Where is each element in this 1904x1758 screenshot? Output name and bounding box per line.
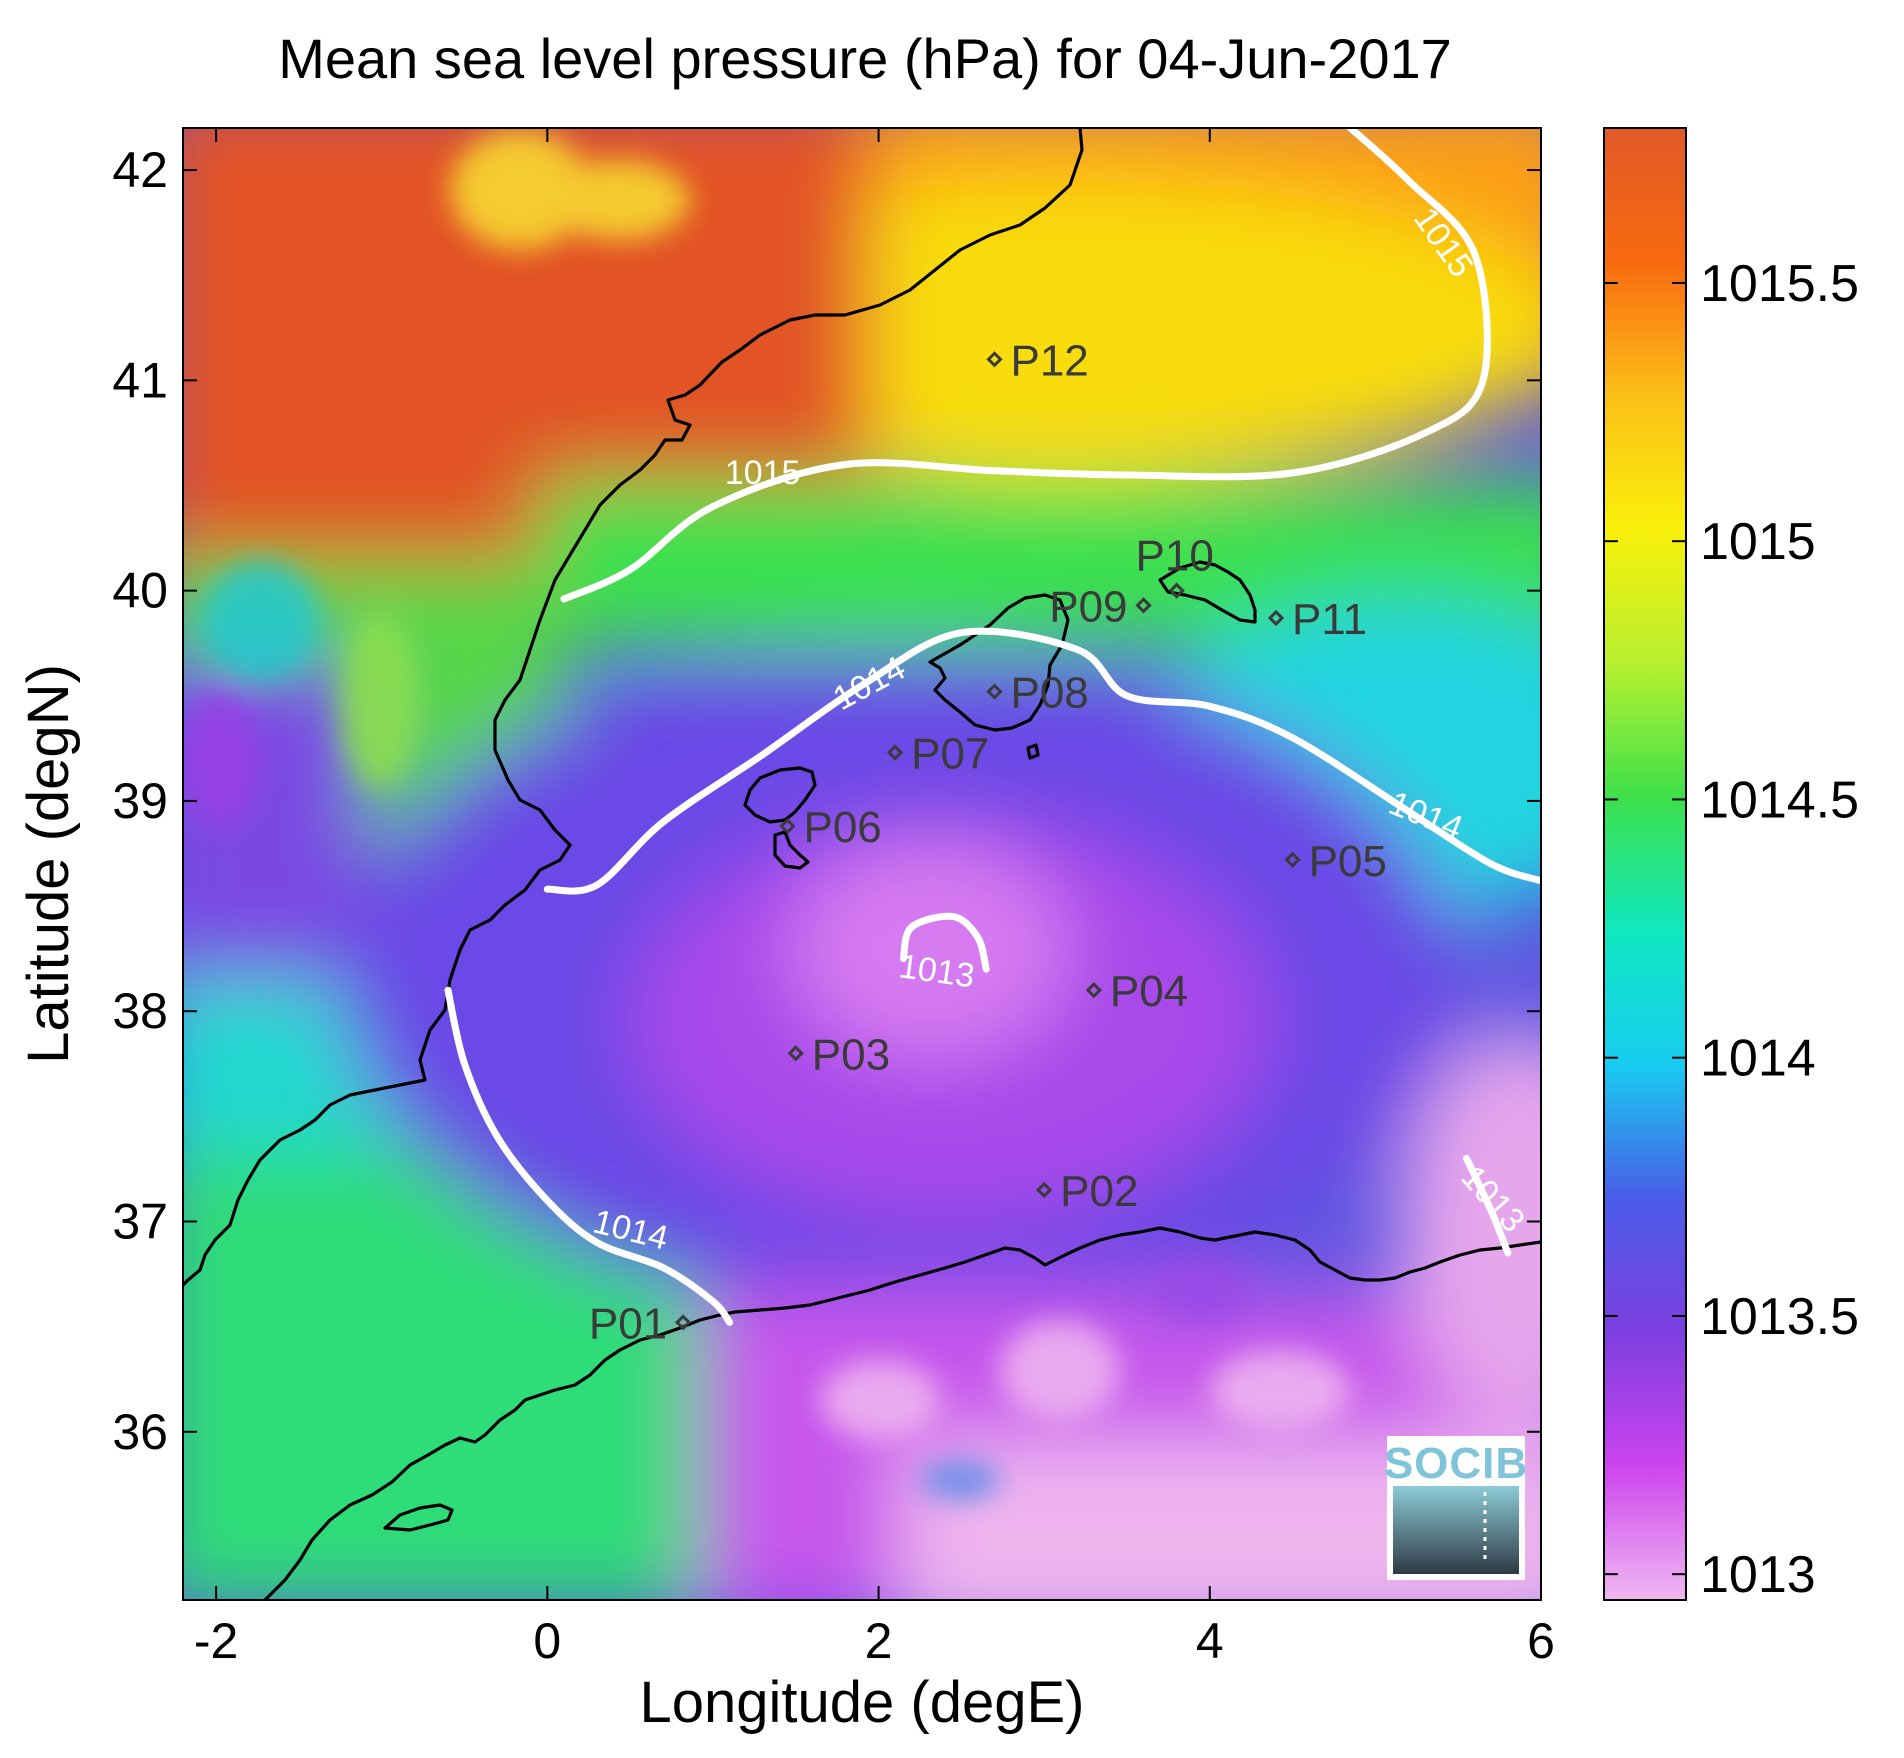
x-axis: -2 0 2 4 6 (194, 128, 1555, 1669)
station-marker (986, 683, 1003, 700)
station-p05: P05 (1284, 837, 1387, 886)
colorbar-tick-label: 1015 (1700, 513, 1816, 571)
y-tick-label: 38 (112, 983, 168, 1039)
station-marker (787, 1045, 804, 1062)
colorbar-tick-label: 1013 (1700, 1546, 1816, 1604)
socib-logo-text: SOCIB (1384, 1439, 1528, 1488)
station-label: P04 (1110, 967, 1188, 1016)
station-label: P10 (1136, 532, 1214, 581)
y-tick-label: 42 (112, 142, 168, 198)
station-marker (1168, 582, 1185, 599)
socib-logo: SOCIB (1384, 1436, 1528, 1580)
colorbar-tick-label: 1014.5 (1700, 771, 1859, 829)
plot-frame (182, 127, 1542, 1601)
colorbar-scale (1603, 127, 1687, 1601)
menorca-coast (1158, 560, 1257, 624)
colorbar-tick-label: 1014 (1700, 1030, 1816, 1088)
iberia-coast (183, 128, 1084, 1287)
station-p07: P07 (887, 730, 989, 779)
station-label: P06 (803, 803, 881, 852)
chart-title: Mean sea level pressure (hPa) for 04-Jun… (278, 27, 1452, 90)
mallorca-coast (928, 593, 1070, 732)
contour-line-1015 (560, 128, 1491, 603)
station-marker (675, 1314, 692, 1331)
station-p12: P12 (986, 336, 1089, 385)
contour-line-1013 (899, 912, 990, 973)
pressure-field-detail (183, 130, 1350, 1500)
africa-coast (263, 1226, 1541, 1600)
contour-label: 1015 (725, 454, 801, 492)
station-p04: P04 (1085, 967, 1188, 1016)
coastlines (183, 128, 1541, 1600)
station-label: P05 (1309, 837, 1387, 886)
y-tick-label: 37 (112, 1193, 168, 1249)
station-label: P02 (1060, 1167, 1138, 1216)
station-label: P07 (911, 730, 989, 779)
x-tick-label: 6 (1527, 1613, 1555, 1669)
station-label: P09 (1049, 582, 1127, 631)
station-label: P03 (812, 1030, 890, 1079)
station-marker (1135, 597, 1152, 614)
station-p01: P01 (589, 1299, 692, 1348)
station-marker (1267, 609, 1285, 627)
station-label: P08 (1010, 669, 1088, 718)
colorbar-ticks: 1013 1013.5 1014 1014.5 1015 1015.5 (1604, 255, 1859, 1604)
station-p09: P09 (1049, 582, 1152, 631)
y-axis: 36 37 38 39 40 41 42 (112, 142, 1541, 1460)
station-p08: P08 (986, 669, 1089, 718)
station-p10: P10 (1136, 532, 1214, 599)
x-tick-label: -2 (194, 1613, 238, 1669)
station-marker (986, 351, 1003, 368)
station-marker (779, 818, 796, 835)
station-marker (1036, 1181, 1053, 1199)
contour-line-1013 (1463, 1154, 1512, 1257)
contour-line-1014 (543, 627, 1541, 895)
station-p02: P02 (1036, 1167, 1138, 1216)
y-tick-label: 41 (112, 352, 168, 408)
station-marker (1284, 851, 1301, 868)
x-tick-label: 2 (865, 1613, 893, 1669)
alboran-coast (383, 1503, 454, 1532)
x-tick-label: 4 (1196, 1613, 1224, 1669)
colorbar-tick-label: 1013.5 (1700, 1288, 1859, 1346)
cabrera-coast (1026, 743, 1040, 760)
x-axis-label: Longitude (degE) (640, 1670, 1085, 1735)
ibiza-coast (743, 766, 817, 824)
colorbar-tick-label: 1015.5 (1700, 255, 1859, 313)
x-tick-label: 0 (533, 1613, 561, 1669)
station-label: P12 (1010, 336, 1088, 385)
formentera-coast (773, 830, 810, 870)
station-marker (1085, 982, 1102, 999)
station-p06: P06 (779, 803, 882, 852)
y-tick-label: 39 (112, 773, 168, 829)
station-marker (887, 744, 904, 761)
pressure-contours (444, 128, 1541, 1326)
station-label: P01 (589, 1299, 667, 1348)
station-label: P11 (1292, 595, 1367, 644)
y-axis-label: Latitude (degN) (16, 664, 81, 1064)
station-p11: P11 (1267, 595, 1367, 644)
station-p03: P03 (787, 1030, 890, 1079)
colorbar: 1013 1013.5 1014 1014.5 1015 1015.5 (1603, 127, 1859, 1604)
y-tick-label: 36 (112, 1404, 168, 1460)
y-tick-label: 40 (112, 563, 168, 619)
contour-line-1014 (444, 986, 733, 1326)
